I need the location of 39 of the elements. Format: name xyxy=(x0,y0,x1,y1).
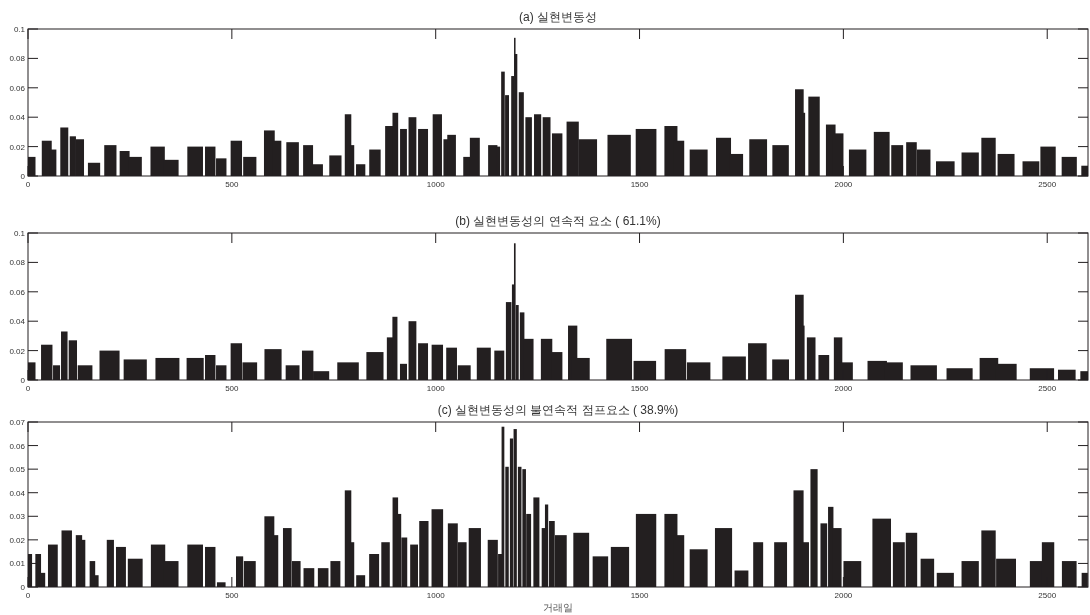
y-tick-label: 0.04 xyxy=(9,488,26,498)
chart-title: (b) 실현변동성의 연속적 요소 ( 61.1%) xyxy=(455,214,661,228)
x-tick-label: 2000 xyxy=(834,384,853,393)
y-tick-label: 0.08 xyxy=(9,54,26,64)
x-tick-label: 1000 xyxy=(426,591,446,600)
x-tick-label: 500 xyxy=(225,180,240,189)
y-tick-label: 0.03 xyxy=(9,512,26,522)
x-tick-label: 500 xyxy=(225,384,240,393)
y-tick-label: 0.04 xyxy=(9,317,26,327)
y-tick-label: 0.04 xyxy=(9,113,26,123)
y-tick-label: 0.08 xyxy=(9,258,26,268)
y-tick-label: 0.06 xyxy=(9,441,26,451)
x-tick-label: 500 xyxy=(225,591,240,600)
x-tick-label: 2500 xyxy=(1038,384,1057,393)
y-tick-label: 0.07 xyxy=(9,418,26,427)
x-tick-label: 2500 xyxy=(1038,591,1057,600)
y-tick-label: 0 xyxy=(20,376,26,385)
y-tick-label: 0.1 xyxy=(13,229,26,238)
x-tick-label: 1500 xyxy=(630,591,649,600)
y-tick-label: 0.02 xyxy=(9,142,26,152)
y-tick-label: 0.02 xyxy=(9,346,26,356)
y-tick-label: 0.01 xyxy=(9,559,26,569)
x-tick-label: 1500 xyxy=(630,180,649,189)
x-tick-label: 2000 xyxy=(834,180,853,189)
x-tick-label: 1000 xyxy=(426,384,446,393)
chart-title: (a) 실현변동성 xyxy=(519,10,597,24)
y-tick-label: 0.1 xyxy=(13,25,26,34)
x-tick-label: 2500 xyxy=(1038,180,1057,189)
y-tick-label: 0 xyxy=(20,172,26,181)
x-tick-label: 2000 xyxy=(834,591,853,600)
y-tick-label: 0.05 xyxy=(9,465,26,475)
x-tick-label: 1000 xyxy=(426,180,446,189)
x-tick-label: 1500 xyxy=(630,384,649,393)
chart-title: (c) 실현변동성의 불연속적 점프요소 ( 38.9%) xyxy=(437,403,679,417)
x-axis-title: 거래일 xyxy=(543,602,573,613)
y-tick-label: 0.02 xyxy=(9,535,26,545)
y-tick-label: 0.06 xyxy=(9,287,26,297)
y-tick-label: 0 xyxy=(20,583,26,592)
y-tick-label: 0.06 xyxy=(9,83,26,93)
